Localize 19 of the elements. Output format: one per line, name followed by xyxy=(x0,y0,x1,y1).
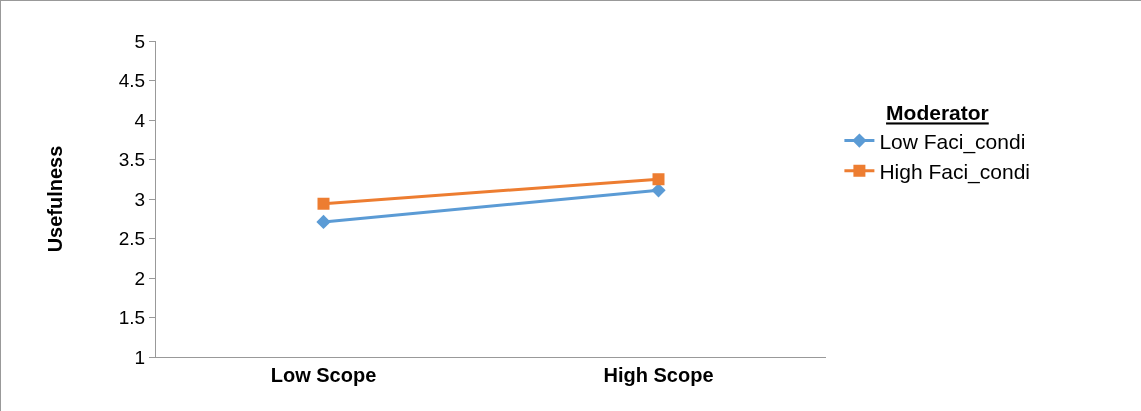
y-tick-label: 2.5 xyxy=(118,228,146,250)
legend-label: Low Faci_condi xyxy=(879,129,1026,154)
y-tick-label: 3.5 xyxy=(118,149,146,171)
y-tick-label: 1.5 xyxy=(118,307,146,329)
x-tick-label: Low Scope xyxy=(270,364,377,386)
point xyxy=(316,214,331,230)
y-tick-label: 4 xyxy=(134,109,146,131)
y-tick-label: 1 xyxy=(134,346,146,368)
y-tick-label: 5 xyxy=(134,30,146,52)
point xyxy=(652,173,665,186)
legend-label: High Faci_condi xyxy=(879,160,1030,185)
legend-title: Moderator xyxy=(886,101,989,125)
point xyxy=(651,183,666,198)
y-tick-label: 4.5 xyxy=(118,70,146,92)
point xyxy=(317,197,330,210)
y-tick-label: 3 xyxy=(134,188,146,210)
y-axis-title: Usefulness xyxy=(44,145,67,253)
x-tick-label: High Scope xyxy=(603,364,714,386)
y-tick-label: 2 xyxy=(134,267,146,289)
